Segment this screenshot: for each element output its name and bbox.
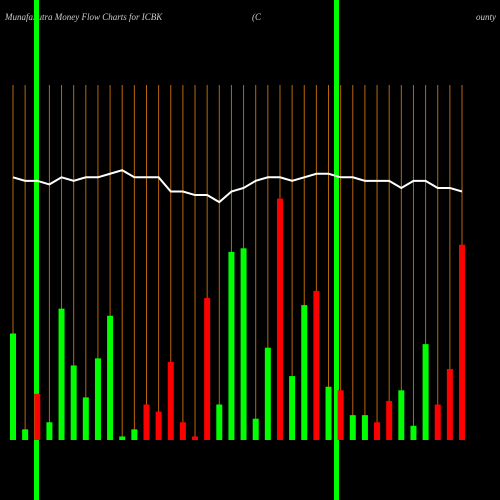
- bar: [192, 436, 199, 440]
- bar: [325, 386, 332, 440]
- bar: [228, 251, 235, 440]
- bar: [10, 333, 16, 440]
- bar: [301, 305, 308, 440]
- bar: [349, 415, 356, 440]
- bar: [107, 315, 114, 440]
- bar: [155, 411, 162, 440]
- bar: [34, 393, 41, 440]
- bar: [422, 344, 429, 440]
- bar: [82, 397, 89, 440]
- bar: [240, 248, 247, 440]
- bar: [361, 415, 368, 440]
- bar: [386, 400, 393, 440]
- bar: [179, 422, 186, 440]
- bar: [252, 418, 259, 440]
- bar: [46, 422, 53, 440]
- bar: [216, 404, 223, 440]
- bar: [313, 290, 320, 440]
- marker-line: [34, 0, 39, 500]
- bar: [22, 429, 29, 440]
- bar: [276, 198, 283, 440]
- bar: [398, 390, 405, 440]
- bar: [94, 358, 101, 440]
- bar: [119, 436, 126, 440]
- annotation: ounty: [476, 12, 496, 22]
- bar: [58, 308, 65, 440]
- bar: [131, 429, 138, 440]
- bar: [459, 244, 465, 440]
- bar: [446, 369, 453, 440]
- flow-line: [12, 169, 463, 204]
- bar: [264, 347, 271, 440]
- chart-title: MunafaSutra Money Flow Charts for ICBK: [4, 12, 163, 22]
- bar: [374, 422, 381, 440]
- chart-subtitle: (C: [252, 12, 262, 22]
- bar: [337, 390, 344, 440]
- bar: [434, 404, 441, 440]
- bar: [410, 425, 417, 440]
- bar: [289, 376, 296, 440]
- bar: [143, 404, 150, 440]
- marker-line: [334, 0, 339, 500]
- bar: [70, 365, 77, 440]
- bar: [204, 298, 211, 440]
- bar: [167, 361, 174, 440]
